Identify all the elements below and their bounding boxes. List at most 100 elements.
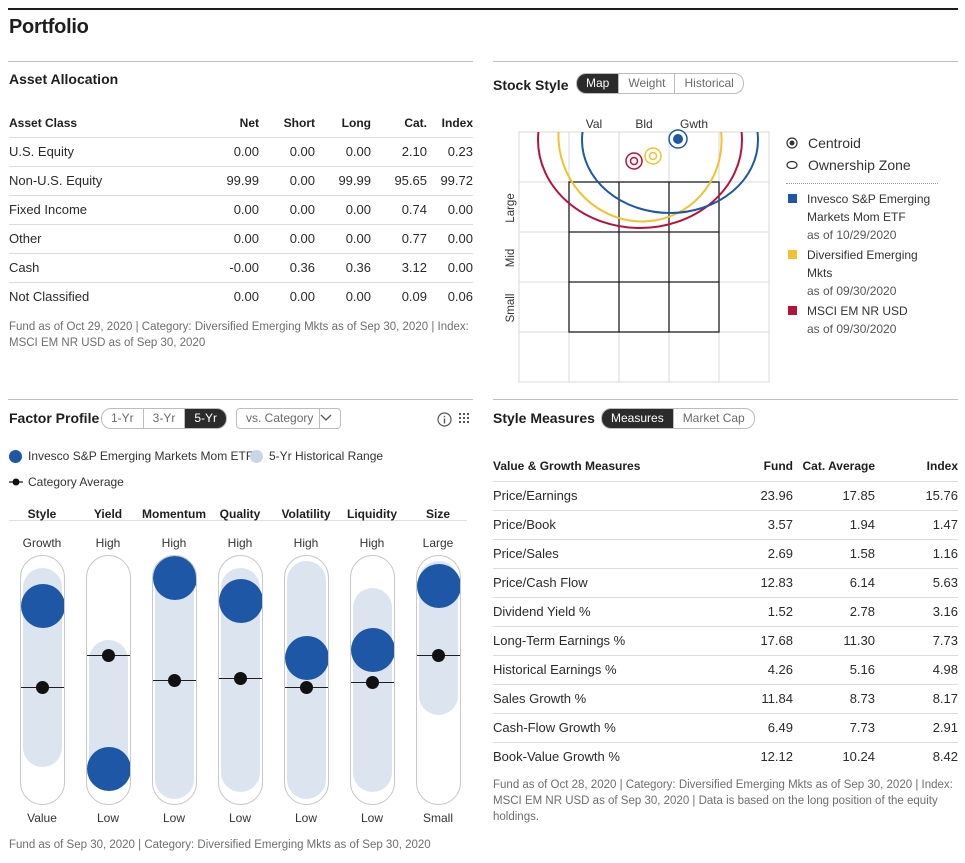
compare-select-label: vs. Category xyxy=(237,409,321,428)
table-row: Not Classified 0.00 0.00 0.00 0.09 0.06 xyxy=(9,281,473,311)
tab-3-yr[interactable]: 3-Yr xyxy=(144,409,186,428)
table-row: Price/Cash Flow 12.83 6.14 5.63 xyxy=(493,567,958,597)
row-label: Non-U.S. Equity xyxy=(9,165,179,195)
tab-measures[interactable]: Measures xyxy=(602,409,674,428)
col-label-gwth: Gwth xyxy=(680,117,708,131)
factor-bottom-label: Low xyxy=(162,811,185,825)
col-label-bld: Bld xyxy=(635,117,652,131)
row-label: Price/Cash Flow xyxy=(493,567,698,597)
style-grid xyxy=(568,181,720,333)
historical-range xyxy=(286,561,326,799)
tab-1-yr[interactable]: 1-Yr xyxy=(102,409,144,428)
table-cell: 5.63 xyxy=(875,567,958,597)
range-dot-icon xyxy=(250,449,263,463)
table-cell: 0.23 xyxy=(427,136,473,166)
factor-pill-style xyxy=(19,555,65,805)
column-header: Cat. Average xyxy=(802,458,875,473)
legend-category-date: as of 09/30/2020 xyxy=(807,284,897,298)
fund-marker xyxy=(218,579,262,623)
factor-top-label: High xyxy=(293,536,319,550)
table-cell: 8.17 xyxy=(875,683,958,713)
table-cell: 0.00 xyxy=(315,194,371,224)
tab-market-cap[interactable]: Market Cap xyxy=(682,411,745,425)
legend-category: Category Average xyxy=(9,475,124,489)
compare-select[interactable]: vs. Category xyxy=(236,408,342,429)
table-row: Other 0.00 0.00 0.00 0.77 0.00 xyxy=(9,223,473,253)
table-cell: 2.69 xyxy=(698,538,793,568)
fund-marker xyxy=(20,584,64,628)
row-label: Not Classified xyxy=(9,281,179,311)
tab-weight[interactable]: Weight xyxy=(619,74,676,93)
section-divider xyxy=(8,61,473,62)
factor-chart: Style Growth Value Yield High Low Momentum High… xyxy=(9,503,473,829)
style-measures-footnote: Fund as of Oct 28, 2020 | Category: Dive… xyxy=(493,779,953,823)
legend-index-name: MSCI EM NR USD xyxy=(807,304,908,318)
table-cell: 3.16 xyxy=(875,596,958,626)
table-cell: 95.65 xyxy=(371,165,427,195)
table-cell: 1.52 xyxy=(698,596,793,626)
row-label: Fixed Income xyxy=(9,194,179,224)
table-cell: 0.00 xyxy=(427,252,473,282)
table-cell: 6.49 xyxy=(698,712,793,742)
column-header: Value & Growth Measures xyxy=(493,458,641,473)
row-label: Historical Earnings % xyxy=(493,654,698,684)
legend-fund-label: Invesco S&P Emerging Markets Mom ETF xyxy=(28,449,254,463)
row-label-small: Small xyxy=(505,294,517,323)
factor-bottom-label: Low xyxy=(228,811,251,825)
table-row: Non-U.S. Equity 99.99 0.00 99.99 95.65 99.72 xyxy=(9,165,473,195)
legend-divider xyxy=(786,183,938,184)
legend-category-label: Category Average xyxy=(28,475,124,489)
table-cell: 99.72 xyxy=(427,165,473,195)
outer-grid xyxy=(518,131,770,383)
style-measures-table: Value & Growth Measures Fund Cat. Average I… xyxy=(493,451,958,771)
style-box-map: Val Bld Gwth Large Mid Small xyxy=(505,117,770,383)
tab-5-yr[interactable]: 5-Yr xyxy=(185,409,227,428)
legend-series-index: MSCI EM NR USD as of 09/30/2020 xyxy=(786,302,941,338)
legend-series-category: Diversified Emerging Mkts as of 09/30/202… xyxy=(786,246,941,300)
column-header: Net xyxy=(239,115,259,130)
fund-swatch xyxy=(788,194,797,203)
row-label: Dividend Yield % xyxy=(493,596,698,626)
table-row: Dividend Yield % 1.52 2.78 3.16 xyxy=(493,596,958,626)
factor-pill-momentum xyxy=(151,555,197,805)
table-view-icon[interactable] xyxy=(458,412,472,426)
table-cell: 0.77 xyxy=(371,223,427,253)
factor-pill-liquidity xyxy=(349,555,395,805)
table-cell: 4.98 xyxy=(875,654,958,684)
factor-name: Momentum xyxy=(142,507,206,521)
category-average-marker xyxy=(101,649,115,662)
tab-map[interactable]: Map xyxy=(577,74,620,93)
info-icon[interactable] xyxy=(437,412,452,427)
chevron-down-icon xyxy=(320,409,340,428)
row-label: U.S. Equity xyxy=(9,136,179,166)
table-row: Price/Book 3.57 1.94 1.47 xyxy=(493,509,958,539)
table-cell: 11.30 xyxy=(793,625,875,655)
factor-bottom-label: Low xyxy=(96,811,119,825)
table-cell: 17.85 xyxy=(793,480,875,510)
table-row: Historical Earnings % 4.26 5.16 4.98 xyxy=(493,654,958,684)
category-average-marker xyxy=(431,649,445,662)
centroids xyxy=(625,129,688,170)
row-label: Price/Earnings xyxy=(493,480,698,510)
factor-bottom-label: Low xyxy=(360,811,383,825)
section-divider xyxy=(493,399,958,400)
tab-historical[interactable]: Historical xyxy=(684,76,734,90)
legend-range: 5-Yr Historical Range xyxy=(250,449,383,463)
table-cell: 0.09 xyxy=(371,281,427,311)
row-label: Long-Term Earnings % xyxy=(493,625,698,655)
category-average-marker xyxy=(365,676,379,689)
factor-bottom-label: Small xyxy=(422,811,453,825)
column-header: Fund xyxy=(763,458,793,473)
section-divider xyxy=(8,399,473,400)
table-cell: 10.24 xyxy=(793,741,875,771)
table-cell: 0.00 xyxy=(427,194,473,224)
table-cell: 1.94 xyxy=(793,509,875,539)
factor-profile-title: Factor Profile xyxy=(9,410,100,426)
category-average-icon xyxy=(9,478,23,486)
table-row: Cash -0.00 0.36 0.36 3.12 0.00 xyxy=(9,252,473,282)
table-row: Cash-Flow Growth % 6.49 7.73 2.91 xyxy=(493,712,958,742)
table-cell: 0.00 xyxy=(179,281,259,311)
table-row: Sales Growth % 11.84 8.73 8.17 xyxy=(493,683,958,713)
table-cell: 0.06 xyxy=(427,281,473,311)
factor-bottom-label: Low xyxy=(294,811,317,825)
